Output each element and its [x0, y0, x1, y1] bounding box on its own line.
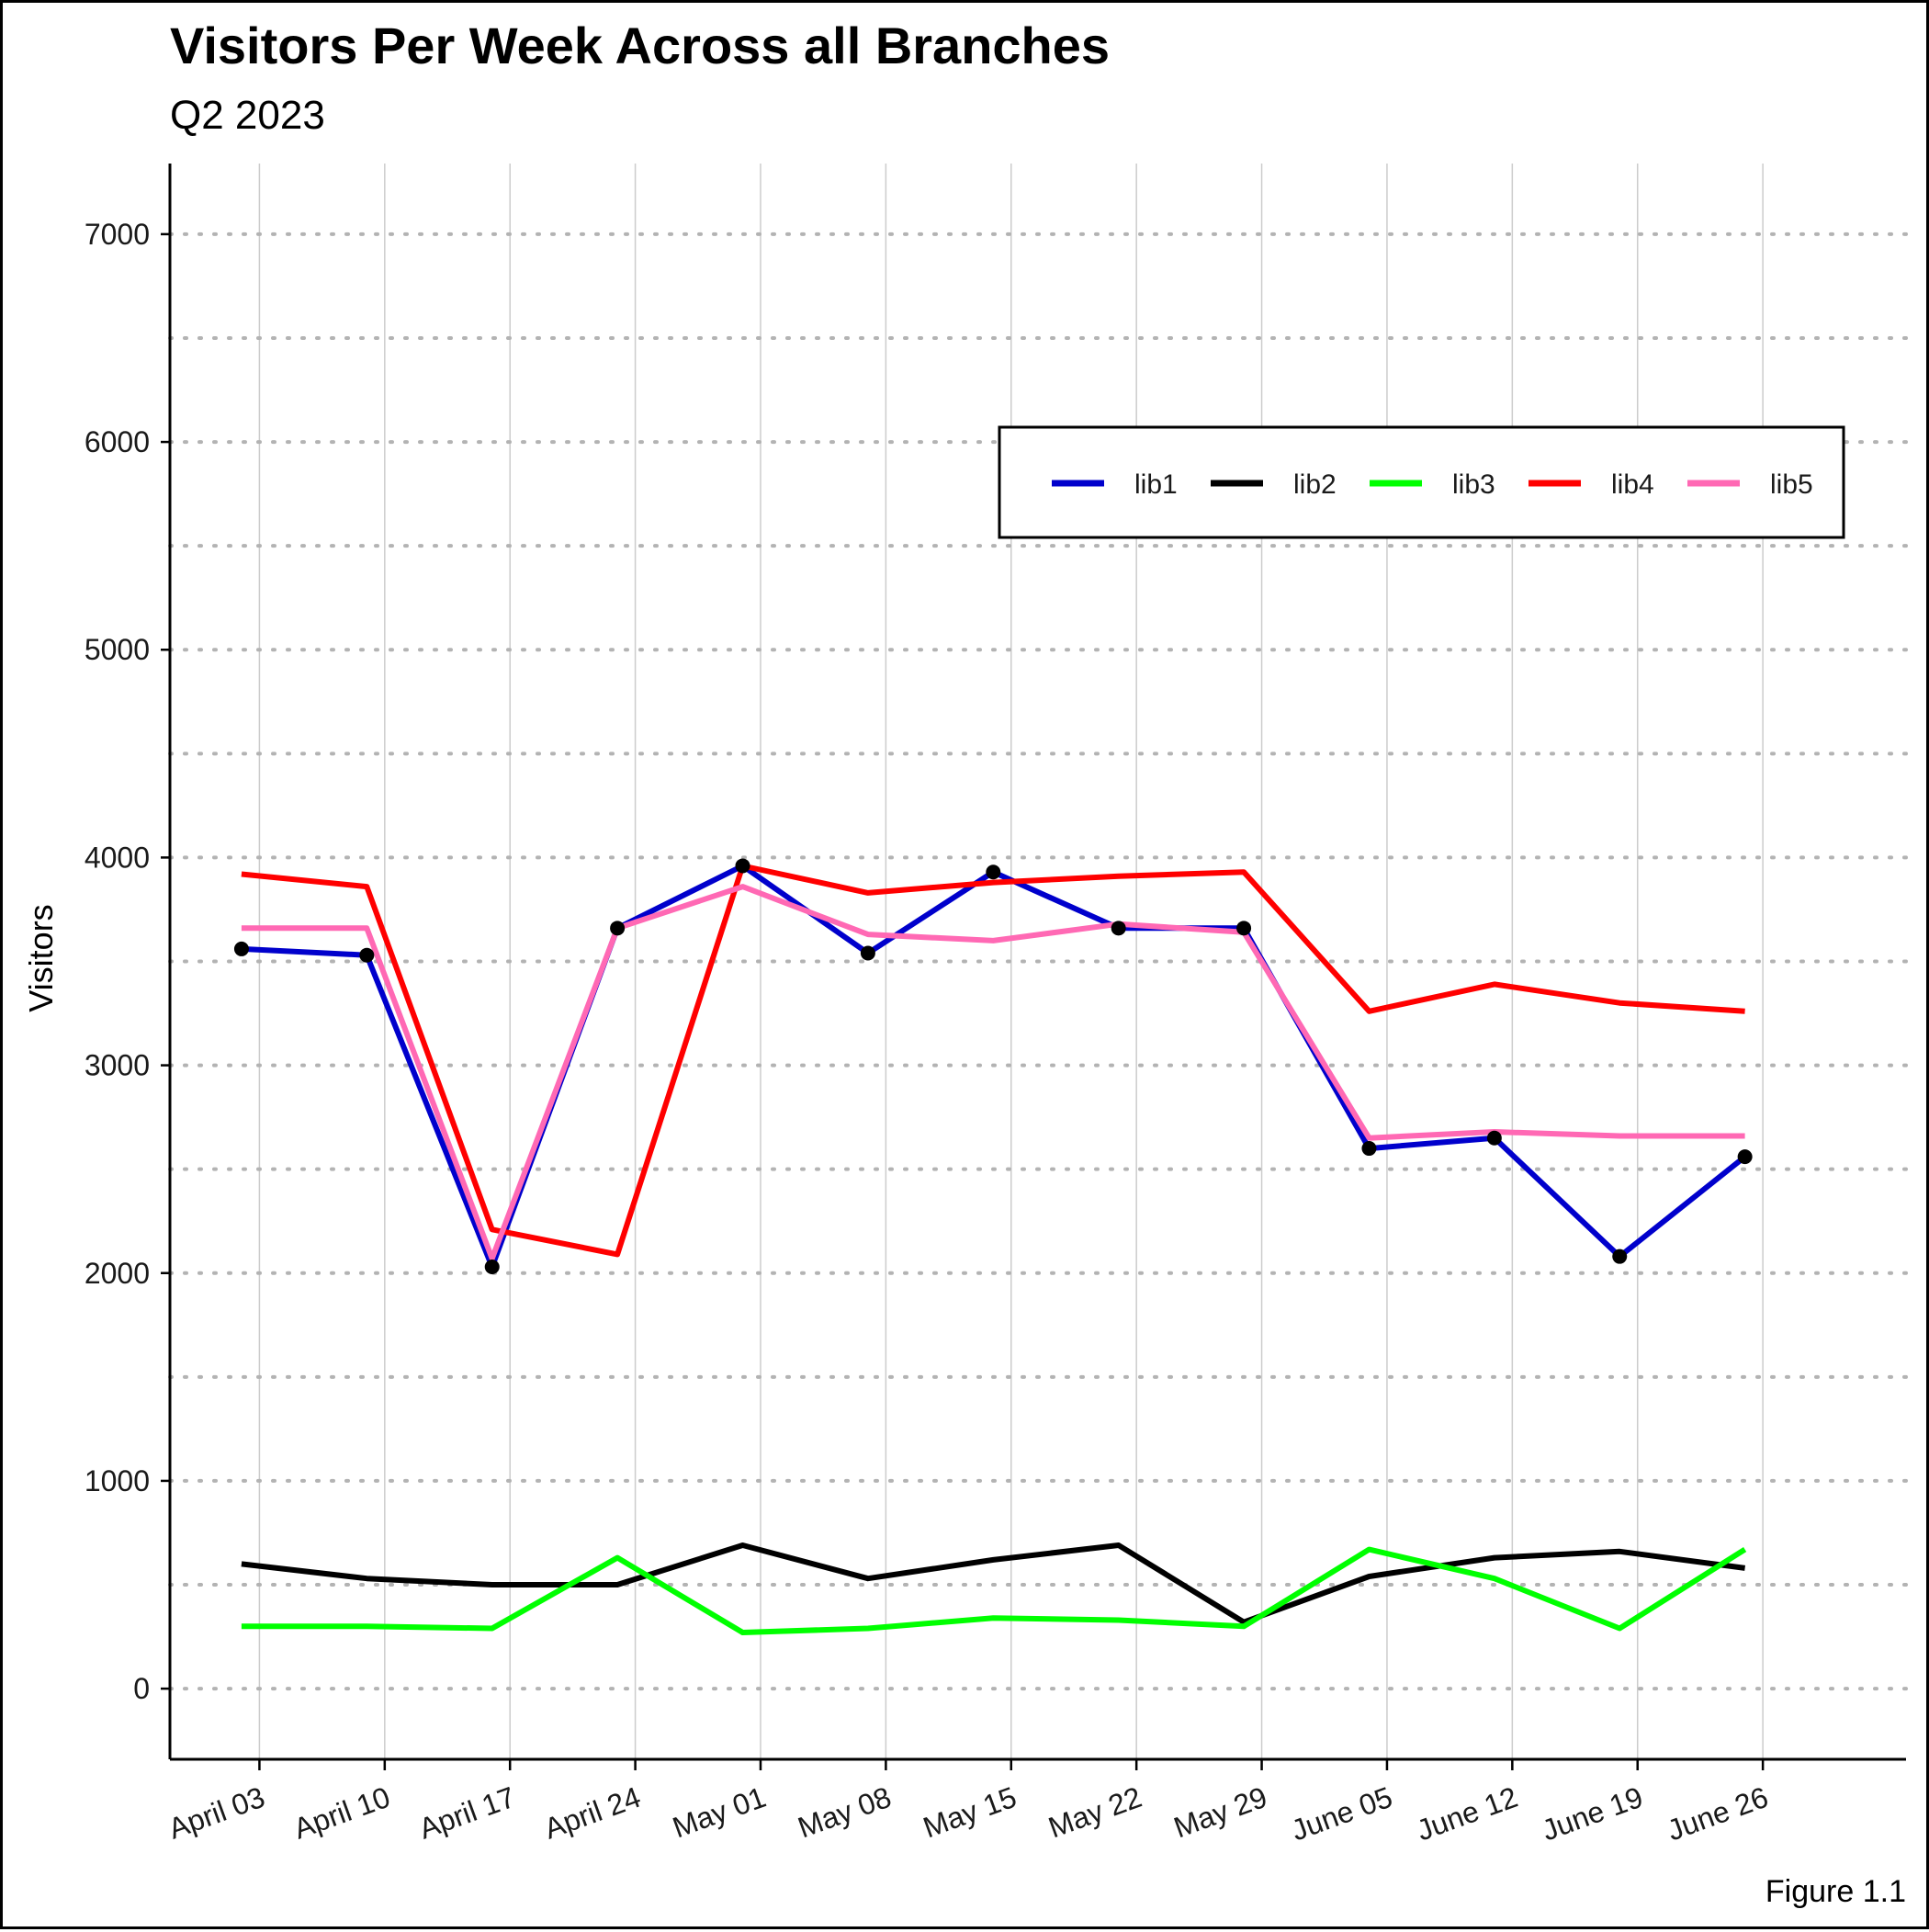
series-line-lib4 — [241, 863, 1745, 1258]
data-point-lib1 — [735, 858, 750, 874]
marker-layer — [233, 858, 1753, 1274]
x-tick-label: June 12 — [1412, 1780, 1521, 1847]
y-tick-label: 0 — [133, 1672, 150, 1705]
data-point-lib1 — [1111, 921, 1126, 936]
data-point-lib1 — [1486, 1130, 1502, 1146]
y-tick-label: 7000 — [85, 218, 150, 251]
x-tick-label: April 03 — [164, 1780, 269, 1846]
x-tick-label: June 26 — [1663, 1780, 1772, 1847]
chart-title: Visitors Per Week Across all Branches — [170, 17, 1110, 74]
legend-label-lib2: lib2 — [1293, 469, 1337, 500]
data-point-lib1 — [1361, 1141, 1377, 1157]
chart-subtitle: Q2 2023 — [170, 93, 325, 138]
x-tick-label: May 22 — [1044, 1780, 1146, 1845]
data-point-lib1 — [860, 945, 875, 961]
x-tick-label: April 17 — [414, 1780, 519, 1846]
data-point-lib1 — [1737, 1149, 1753, 1165]
line-chart: Visitors Per Week Across all Branches Q2… — [22, 17, 1908, 1909]
data-point-lib1 — [986, 864, 1001, 880]
x-tick-label: June 05 — [1287, 1780, 1396, 1847]
series-line-lib2 — [241, 1542, 1745, 1625]
y-axis-label: Visitors — [22, 904, 60, 1011]
x-tick-label: May 01 — [668, 1780, 770, 1845]
legend: lib1 lib2 lib3 lib4 lib5 — [998, 425, 1845, 539]
figure-caption: Figure 1.1 — [1765, 1874, 1906, 1909]
y-tick-label: 5000 — [85, 633, 150, 666]
y-tick-label: 1000 — [85, 1464, 150, 1497]
data-point-lib1 — [359, 947, 375, 963]
x-tick-label: May 15 — [919, 1780, 1021, 1845]
y-tick-label: 2000 — [85, 1257, 150, 1290]
x-tick-label: June 19 — [1538, 1780, 1647, 1847]
legend-label-lib5: lib5 — [1770, 469, 1813, 500]
series-layer — [241, 863, 1747, 1635]
y-tick-label: 6000 — [85, 425, 150, 458]
x-tick-label: April 24 — [540, 1780, 645, 1846]
legend-label-lib1: lib1 — [1134, 469, 1178, 500]
data-point-lib1 — [610, 921, 626, 936]
data-point-lib1 — [233, 941, 249, 956]
data-point-lib1 — [1612, 1248, 1628, 1264]
series-line-lib3 — [241, 1546, 1747, 1635]
legend-label-lib3: lib3 — [1452, 469, 1495, 500]
x-tick-label: April 10 — [289, 1780, 394, 1846]
y-tick-label: 4000 — [85, 841, 150, 874]
data-point-lib1 — [1236, 921, 1252, 936]
grid-layer — [168, 164, 1908, 1759]
data-point-lib1 — [484, 1259, 500, 1274]
x-tick-label: May 08 — [794, 1780, 896, 1845]
legend-label-lib4: lib4 — [1611, 469, 1654, 500]
y-tick-label: 3000 — [85, 1049, 150, 1082]
x-tick-label: May 29 — [1169, 1780, 1271, 1845]
